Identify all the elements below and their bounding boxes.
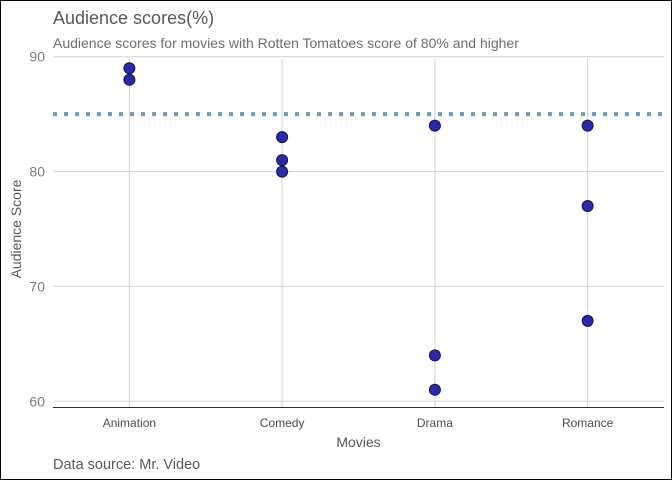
data-point-comedy bbox=[276, 131, 289, 144]
x-tick-labels: Animation Comedy Drama Romance bbox=[103, 416, 614, 430]
data-point-comedy bbox=[276, 154, 289, 167]
data-point-romance bbox=[581, 314, 594, 327]
chart-subtitle: Audience scores for movies with Rotten T… bbox=[53, 35, 519, 51]
x-axis-title: Movies bbox=[336, 434, 380, 450]
data-point-drama bbox=[428, 383, 441, 396]
data-point-comedy bbox=[276, 165, 289, 178]
y-tick-labels: 60 70 80 90 bbox=[29, 49, 45, 410]
grid-lines bbox=[53, 56, 664, 407]
data-point-romance bbox=[581, 200, 594, 213]
data-point-drama bbox=[428, 119, 441, 132]
y-tick-label: 80 bbox=[29, 164, 45, 180]
x-tick-label-comedy: Comedy bbox=[260, 416, 305, 430]
data-point-romance bbox=[581, 119, 594, 132]
y-tick-label: 90 bbox=[29, 49, 45, 65]
data-point-drama bbox=[428, 349, 441, 362]
data-points bbox=[123, 62, 594, 396]
x-tick-label-romance: Romance bbox=[562, 416, 614, 430]
x-tick-label-drama: Drama bbox=[417, 416, 453, 430]
data-point-animation bbox=[123, 62, 136, 75]
y-tick-label: 70 bbox=[29, 278, 45, 294]
data-point-animation bbox=[123, 73, 136, 86]
y-tick-label: 60 bbox=[29, 393, 45, 409]
chart-caption: Data source: Mr. Video bbox=[53, 457, 201, 473]
y-axis-title: Audience Score bbox=[8, 179, 24, 278]
chart-title: Audience scores(%) bbox=[53, 8, 215, 28]
x-tick-label-animation: Animation bbox=[103, 416, 156, 430]
